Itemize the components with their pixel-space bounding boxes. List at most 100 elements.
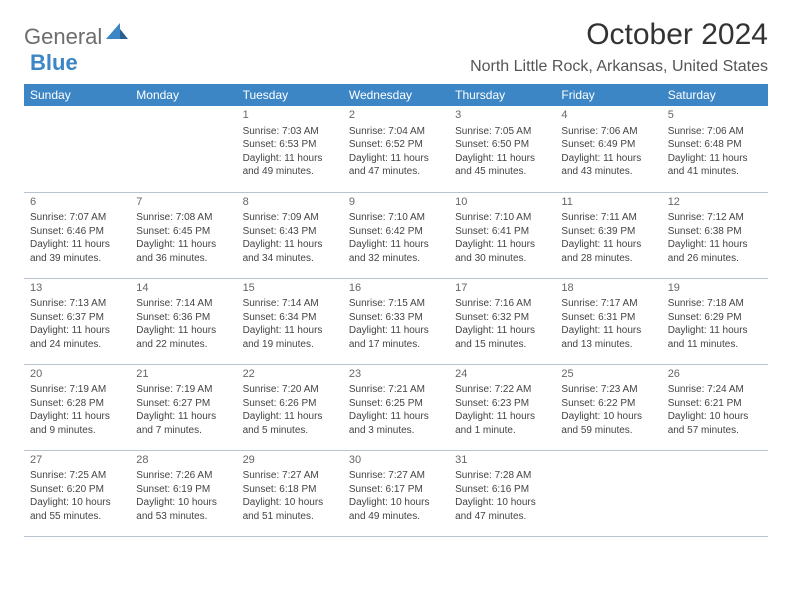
calendar-week-row: 20Sunrise: 7:19 AMSunset: 6:28 PMDayligh… <box>24 364 768 450</box>
sunrise-text: Sunrise: 7:07 AM <box>30 211 124 225</box>
sunset-text: Sunset: 6:23 PM <box>455 397 549 411</box>
calendar-day-cell: 19Sunrise: 7:18 AMSunset: 6:29 PMDayligh… <box>662 278 768 364</box>
sunset-text: Sunset: 6:39 PM <box>561 225 655 239</box>
sunrise-text: Sunrise: 7:10 AM <box>455 211 549 225</box>
day-number: 21 <box>136 367 230 382</box>
daylight-text: Daylight: 11 hours and 41 minutes. <box>668 152 762 179</box>
sunset-text: Sunset: 6:37 PM <box>30 311 124 325</box>
day-number: 17 <box>455 281 549 296</box>
sunrise-text: Sunrise: 7:21 AM <box>349 383 443 397</box>
sunset-text: Sunset: 6:19 PM <box>136 483 230 497</box>
day-number: 25 <box>561 367 655 382</box>
day-number: 4 <box>561 108 655 123</box>
calendar-empty-cell <box>130 106 236 192</box>
day-number: 11 <box>561 195 655 210</box>
sunset-text: Sunset: 6:45 PM <box>136 225 230 239</box>
day-number: 2 <box>349 108 443 123</box>
day-number: 15 <box>243 281 337 296</box>
sunrise-text: Sunrise: 7:16 AM <box>455 297 549 311</box>
calendar-day-cell: 27Sunrise: 7:25 AMSunset: 6:20 PMDayligh… <box>24 450 130 536</box>
daylight-text: Daylight: 11 hours and 13 minutes. <box>561 324 655 351</box>
daylight-text: Daylight: 11 hours and 7 minutes. <box>136 410 230 437</box>
title-block: October 2024 North Little Rock, Arkansas… <box>470 18 768 76</box>
day-number: 26 <box>668 367 762 382</box>
day-header: Friday <box>555 84 661 106</box>
daylight-text: Daylight: 10 hours and 51 minutes. <box>243 496 337 523</box>
sunset-text: Sunset: 6:53 PM <box>243 138 337 152</box>
sunset-text: Sunset: 6:29 PM <box>668 311 762 325</box>
sunset-text: Sunset: 6:33 PM <box>349 311 443 325</box>
sunrise-text: Sunrise: 7:27 AM <box>349 469 443 483</box>
day-header: Sunday <box>24 84 130 106</box>
sunset-text: Sunset: 6:28 PM <box>30 397 124 411</box>
calendar-day-cell: 16Sunrise: 7:15 AMSunset: 6:33 PMDayligh… <box>343 278 449 364</box>
daylight-text: Daylight: 11 hours and 22 minutes. <box>136 324 230 351</box>
daylight-text: Daylight: 11 hours and 47 minutes. <box>349 152 443 179</box>
calendar-day-cell: 3Sunrise: 7:05 AMSunset: 6:50 PMDaylight… <box>449 106 555 192</box>
sunrise-text: Sunrise: 7:06 AM <box>561 125 655 139</box>
calendar-day-cell: 8Sunrise: 7:09 AMSunset: 6:43 PMDaylight… <box>237 192 343 278</box>
daylight-text: Daylight: 11 hours and 9 minutes. <box>30 410 124 437</box>
sunrise-text: Sunrise: 7:04 AM <box>349 125 443 139</box>
sunrise-text: Sunrise: 7:17 AM <box>561 297 655 311</box>
sunset-text: Sunset: 6:50 PM <box>455 138 549 152</box>
day-number: 24 <box>455 367 549 382</box>
day-number: 13 <box>30 281 124 296</box>
sunrise-text: Sunrise: 7:12 AM <box>668 211 762 225</box>
day-header: Monday <box>130 84 236 106</box>
day-number: 22 <box>243 367 337 382</box>
sunset-text: Sunset: 6:48 PM <box>668 138 762 152</box>
sunset-text: Sunset: 6:18 PM <box>243 483 337 497</box>
calendar-day-cell: 13Sunrise: 7:13 AMSunset: 6:37 PMDayligh… <box>24 278 130 364</box>
calendar-week-row: 6Sunrise: 7:07 AMSunset: 6:46 PMDaylight… <box>24 192 768 278</box>
calendar-empty-cell <box>24 106 130 192</box>
daylight-text: Daylight: 11 hours and 17 minutes. <box>349 324 443 351</box>
sunrise-text: Sunrise: 7:19 AM <box>136 383 230 397</box>
day-number: 18 <box>561 281 655 296</box>
location-text: North Little Rock, Arkansas, United Stat… <box>470 58 768 76</box>
sunset-text: Sunset: 6:52 PM <box>349 138 443 152</box>
calendar-day-cell: 25Sunrise: 7:23 AMSunset: 6:22 PMDayligh… <box>555 364 661 450</box>
sunrise-text: Sunrise: 7:13 AM <box>30 297 124 311</box>
sunrise-text: Sunrise: 7:09 AM <box>243 211 337 225</box>
sunset-text: Sunset: 6:22 PM <box>561 397 655 411</box>
sunset-text: Sunset: 6:20 PM <box>30 483 124 497</box>
calendar-empty-cell <box>555 450 661 536</box>
sunset-text: Sunset: 6:31 PM <box>561 311 655 325</box>
daylight-text: Daylight: 10 hours and 47 minutes. <box>455 496 549 523</box>
daylight-text: Daylight: 10 hours and 57 minutes. <box>668 410 762 437</box>
calendar-day-cell: 21Sunrise: 7:19 AMSunset: 6:27 PMDayligh… <box>130 364 236 450</box>
day-number: 9 <box>349 195 443 210</box>
sunset-text: Sunset: 6:41 PM <box>455 225 549 239</box>
daylight-text: Daylight: 11 hours and 39 minutes. <box>30 238 124 265</box>
calendar-day-cell: 14Sunrise: 7:14 AMSunset: 6:36 PMDayligh… <box>130 278 236 364</box>
month-title: October 2024 <box>470 18 768 52</box>
daylight-text: Daylight: 11 hours and 15 minutes. <box>455 324 549 351</box>
day-number: 10 <box>455 195 549 210</box>
sunrise-text: Sunrise: 7:06 AM <box>668 125 762 139</box>
day-number: 7 <box>136 195 230 210</box>
calendar-day-cell: 17Sunrise: 7:16 AMSunset: 6:32 PMDayligh… <box>449 278 555 364</box>
calendar-day-cell: 26Sunrise: 7:24 AMSunset: 6:21 PMDayligh… <box>662 364 768 450</box>
day-header: Saturday <box>662 84 768 106</box>
calendar-day-cell: 12Sunrise: 7:12 AMSunset: 6:38 PMDayligh… <box>662 192 768 278</box>
sunset-text: Sunset: 6:16 PM <box>455 483 549 497</box>
sunrise-text: Sunrise: 7:22 AM <box>455 383 549 397</box>
day-header: Thursday <box>449 84 555 106</box>
calendar-day-cell: 11Sunrise: 7:11 AMSunset: 6:39 PMDayligh… <box>555 192 661 278</box>
sunrise-text: Sunrise: 7:20 AM <box>243 383 337 397</box>
day-header: Wednesday <box>343 84 449 106</box>
sunrise-text: Sunrise: 7:05 AM <box>455 125 549 139</box>
calendar-day-cell: 15Sunrise: 7:14 AMSunset: 6:34 PMDayligh… <box>237 278 343 364</box>
calendar-day-cell: 4Sunrise: 7:06 AMSunset: 6:49 PMDaylight… <box>555 106 661 192</box>
day-number: 8 <box>243 195 337 210</box>
daylight-text: Daylight: 10 hours and 49 minutes. <box>349 496 443 523</box>
day-number: 19 <box>668 281 762 296</box>
sunrise-text: Sunrise: 7:27 AM <box>243 469 337 483</box>
sunrise-text: Sunrise: 7:18 AM <box>668 297 762 311</box>
sunrise-text: Sunrise: 7:26 AM <box>136 469 230 483</box>
sunrise-text: Sunrise: 7:14 AM <box>243 297 337 311</box>
calendar-day-cell: 20Sunrise: 7:19 AMSunset: 6:28 PMDayligh… <box>24 364 130 450</box>
daylight-text: Daylight: 10 hours and 55 minutes. <box>30 496 124 523</box>
calendar-day-cell: 7Sunrise: 7:08 AMSunset: 6:45 PMDaylight… <box>130 192 236 278</box>
